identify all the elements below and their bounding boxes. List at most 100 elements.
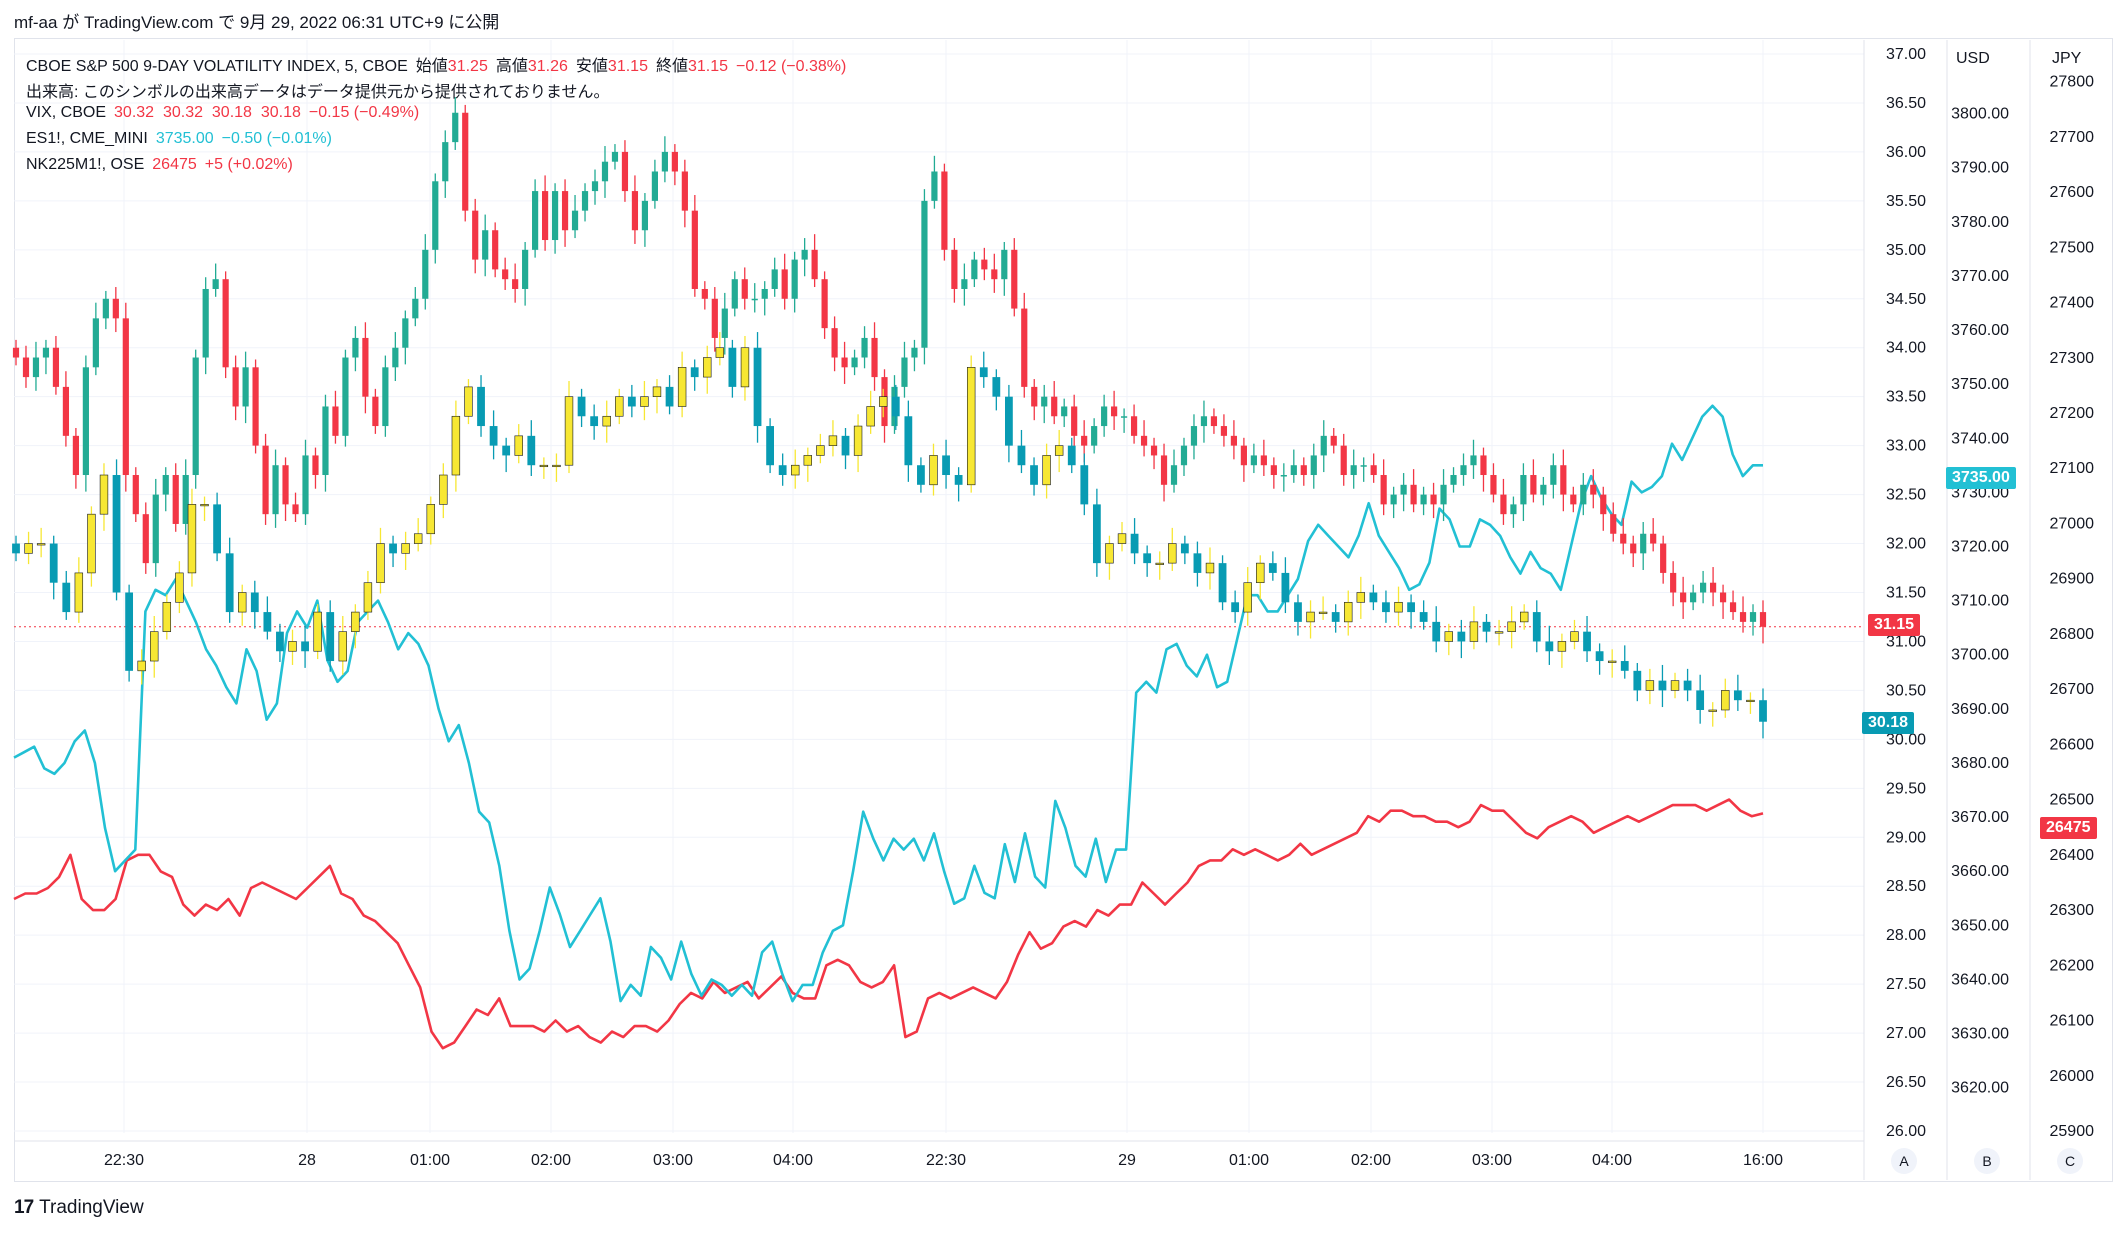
vix-candle-body <box>1746 699 1755 703</box>
vix9d-candle-body <box>911 347 918 358</box>
vix-candle-body <box>1583 631 1591 652</box>
scale-b-button[interactable]: B <box>1974 1148 2000 1174</box>
vix9d-candle-body <box>651 171 658 201</box>
vix9d-candle-body <box>1340 445 1347 476</box>
vix9d-candle-body <box>292 504 299 515</box>
vix9d-candle-body <box>1121 416 1128 418</box>
time-axis: 22:30 28 01:00 02:00 03:00 04:00 22:30 29 01:00 0… <box>14 1140 1864 1169</box>
vix-candle-body <box>413 533 423 544</box>
vix9d-candle-body <box>1440 484 1447 505</box>
scale-b-unit[interactable]: USD <box>1956 50 1990 67</box>
vix9d-candle-body <box>961 279 968 289</box>
vix-candle-body <box>451 415 461 476</box>
legend-main[interactable]: CBOE S&P 500 9-DAY VOLATILITY INDEX, 5, … <box>26 52 854 76</box>
vix9d-candle-body <box>811 249 818 280</box>
vix9d-candle-body <box>701 288 708 299</box>
scale-b-tick: 3640.00 <box>1951 971 2009 988</box>
time-tick-label: 03:00 <box>653 1152 693 1169</box>
vix-candle-body <box>62 582 71 613</box>
vix-candle-body <box>288 641 297 652</box>
vix-candle-body <box>1105 543 1114 564</box>
vix9d-candle-body <box>1071 406 1078 436</box>
vix9d-candle-body <box>1220 426 1228 436</box>
vix-candle-body <box>1080 465 1089 505</box>
legend-vix-values: 30.32 30.32 30.18 30.18 <box>114 104 301 121</box>
price-scale-b: 3620.00 3630.00 3640.00 3650.00 3660.00 3670.… <box>1951 106 2009 1097</box>
vix-candle-body <box>1193 553 1202 573</box>
scale-b-tick: 3670.00 <box>1951 809 2009 826</box>
vix9d-candle-body <box>1430 494 1437 505</box>
site-name[interactable]: TradingView.com <box>83 13 214 32</box>
scale-c-button[interactable]: C <box>2057 1148 2083 1174</box>
vix9d-candle-body <box>82 367 89 476</box>
vix-candle-body <box>615 396 624 417</box>
scale-c-unit[interactable]: JPY <box>2052 50 2082 67</box>
scale-b-tick: 3710.00 <box>1951 593 2009 610</box>
vix9d-candle-body <box>1749 612 1757 622</box>
vix9d-candle-body <box>1470 455 1477 466</box>
scale-b-tick: 3770.00 <box>1951 268 2009 285</box>
vix9d-candle-body <box>1630 543 1637 554</box>
vix9d-candle-body <box>981 259 988 270</box>
vix-candle-body <box>766 426 774 466</box>
vix9d-candle-body <box>731 279 738 309</box>
scale-a-tick: 31.00 <box>1886 633 1926 650</box>
tradingview-logo[interactable]: 17 TradingView <box>14 1197 144 1219</box>
vix9d-candle-body <box>1001 249 1008 280</box>
vix9d-candle-body <box>1310 455 1317 476</box>
nk225-line-series <box>13 798 1764 1050</box>
publisher-name[interactable]: mf-aa <box>14 13 58 32</box>
vix9d-candle-body <box>1490 475 1497 495</box>
vix-candle-body <box>1143 553 1152 564</box>
time-tick-label: 04:00 <box>1592 1152 1632 1169</box>
vix9d-candle-body <box>492 230 499 270</box>
scale-a-tick: 35.50 <box>1886 193 1926 210</box>
legend-es[interactable]: ES1!, CME_MINI 3735.00 −0.50 (−0.01%) <box>26 130 340 148</box>
vix9d-candle-body <box>472 210 479 260</box>
scale-a-tick: 35.00 <box>1886 242 1926 259</box>
vix9d-candle-body <box>1350 465 1357 476</box>
vix9d-candle-body <box>621 151 629 192</box>
vix9d-candle-body <box>1420 494 1427 505</box>
vix9d-candle-body <box>1460 465 1467 476</box>
vix9d-candle-body <box>432 181 439 250</box>
vix-candle-body <box>552 464 561 468</box>
vix9d-candle-body <box>1709 582 1717 593</box>
vix9d-candle-body <box>1600 494 1607 515</box>
vix9d-candle-body <box>1759 612 1767 627</box>
vix-candle-body <box>1620 661 1629 671</box>
legend-vix[interactable]: VIX, CBOE 30.32 30.32 30.18 30.18 −0.15 (−… <box>26 104 427 122</box>
vix-candle-body <box>12 543 20 554</box>
scale-separators <box>1863 40 2031 1180</box>
vix-candle-body <box>690 367 699 378</box>
vix-candle-body <box>1168 543 1177 564</box>
es-line <box>13 404 1763 1003</box>
vix-candle-body <box>1683 680 1692 691</box>
vix-candle-body <box>1180 543 1189 554</box>
vix-candle-body <box>1017 445 1026 466</box>
vix9d-candle-body <box>1640 533 1647 554</box>
vix9d-candle-body <box>482 230 489 260</box>
vix9d-candle-body <box>272 465 279 515</box>
vix9d-candle-body <box>1061 406 1068 417</box>
vix9d-candle-body <box>332 406 339 436</box>
vix9d-candle-body <box>541 191 549 241</box>
scale-c-tick: 26900 <box>2050 571 2095 588</box>
scale-a-button[interactable]: A <box>1891 1148 1917 1174</box>
vix-candle-body <box>904 416 913 466</box>
vix9d-candle-body <box>132 475 139 515</box>
vix-candle-body <box>753 347 762 427</box>
vix-candle-body <box>87 513 96 574</box>
legend-nk-change: +5 (+0.02%) <box>204 156 293 173</box>
scale-c-tick: 27000 <box>2050 515 2095 532</box>
scale-b-tick: 3690.00 <box>1951 701 2009 718</box>
vix9d-candle-body <box>102 298 109 319</box>
legend-nk[interactable]: NK225M1!, OSE 26475 +5 (+0.02%) <box>26 156 301 174</box>
vix9d-candle-body <box>392 347 399 368</box>
vix-candle-body <box>1054 445 1064 456</box>
vix9d-candle-body <box>581 191 589 211</box>
scale-c-tick: 26800 <box>2050 626 2095 643</box>
vix-candle-body <box>1306 611 1315 623</box>
vix9d-candle-body <box>1180 445 1188 466</box>
